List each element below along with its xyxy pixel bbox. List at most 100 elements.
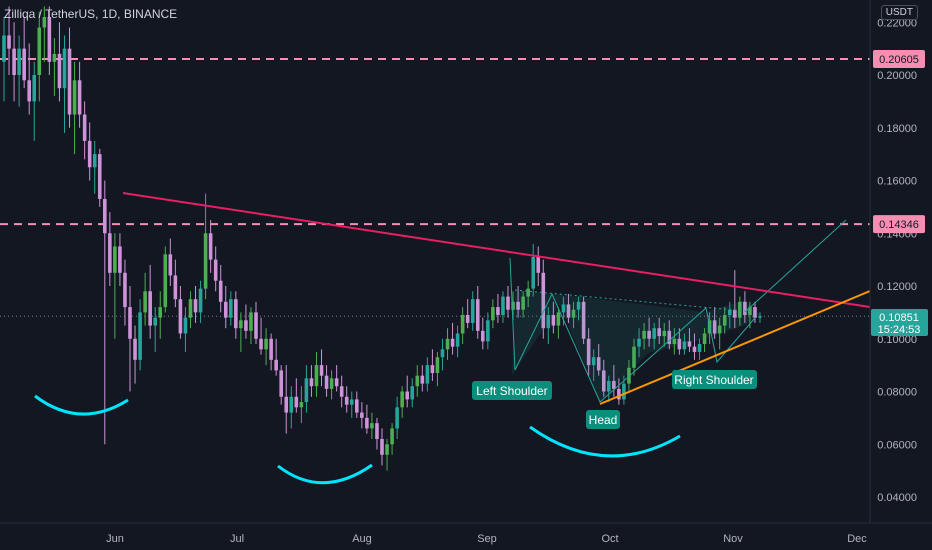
candle [223,286,228,329]
candle [667,320,672,350]
candle [198,280,203,323]
candle [67,27,72,128]
candle [475,286,480,339]
candle [213,246,218,292]
head-label[interactable]: Head [586,410,620,429]
candlestick-series [2,6,762,471]
candle [22,16,26,89]
candle [738,296,742,326]
candle [370,412,374,439]
pattern-drawings [34,192,871,485]
support-trend-line [599,290,871,405]
price-tick-label: 0.20000 [877,70,917,82]
right-shoulder-label[interactable]: Right Shoulder [672,370,757,389]
time-tick-label: Aug [352,533,372,545]
price-tick-label: 0.10000 [877,334,917,346]
candle [642,322,646,350]
candle [148,264,152,339]
candle [385,438,389,471]
candle [113,233,117,339]
candle [566,293,571,323]
neckline [514,289,746,312]
candle [239,312,243,352]
candle [455,325,460,358]
candle [118,233,122,286]
candle [52,38,57,97]
left-shoulder-label[interactable]: Left Shoulder [472,381,552,400]
candle [163,246,168,313]
candle [556,307,561,339]
candle [173,259,178,308]
candle [753,301,757,323]
candle [27,43,31,115]
candle [531,243,535,297]
currency-badge[interactable]: USDT [880,5,918,20]
candle [319,349,324,387]
candle [264,328,268,366]
candle [410,378,415,408]
candle [662,322,667,347]
price-level-tag-text: 0.20605 [879,54,919,66]
candle [314,351,319,397]
candle [344,386,349,413]
candle [445,328,450,360]
candle [380,428,384,466]
countdown-timer: 15:24:53 [878,324,921,336]
candle [289,386,294,429]
current-price-tag: 0.10851 15:24:53 [871,309,928,336]
candle [269,333,273,371]
candle [294,378,299,413]
symbol-title[interactable]: Zilliqa / TetherUS, 1D, BINANCE [4,7,178,21]
right-arc [529,425,681,458]
candle [435,351,440,387]
candle [17,35,21,107]
pattern-labels: Left Shoulder Head Right Shoulder [472,370,757,429]
resistance-trend-line [122,192,871,308]
candle [440,338,445,371]
candle [657,317,661,345]
time-axis[interactable]: Jun Jul Aug Sep Oct Nov Dec [0,522,932,550]
candle [284,365,289,434]
candle [727,301,732,329]
candle [188,291,193,329]
candle [309,365,314,397]
candle [133,325,137,384]
candle [733,270,737,329]
candle [218,264,223,313]
candle [178,286,183,339]
candle [329,370,334,400]
candle [571,301,576,329]
candle [546,307,551,345]
price-tick-label: 0.12000 [877,281,917,293]
current-price-value: 0.10851 [879,312,919,324]
candle [395,396,399,439]
candle [677,328,682,355]
right-shoulder-text: Right Shoulder [674,373,753,387]
candle [82,101,87,160]
price-axis[interactable]: 0.220000.200000.180000.160000.140000.120… [869,0,932,523]
candle [576,296,581,321]
candle [486,312,490,350]
candle [203,193,208,300]
candle [692,333,697,360]
candle [460,307,465,345]
candle [339,375,344,408]
candle [682,333,687,355]
price-tick-label: 0.16000 [877,176,917,188]
candle [92,140,97,194]
candle [390,423,394,455]
candle [360,402,364,429]
price-tick-label: 0.04000 [877,492,917,504]
candle [526,280,530,308]
left-shoulder-text: Left Shoulder [476,384,547,398]
candle [415,365,420,397]
head-text: Head [589,413,618,427]
candle [687,328,692,352]
candle [97,148,102,207]
price-level-tag-0: 0.20605 [873,50,925,69]
price-tick-label: 0.06000 [877,439,917,451]
candle [375,417,379,450]
candle [420,365,425,392]
candle [193,286,198,323]
